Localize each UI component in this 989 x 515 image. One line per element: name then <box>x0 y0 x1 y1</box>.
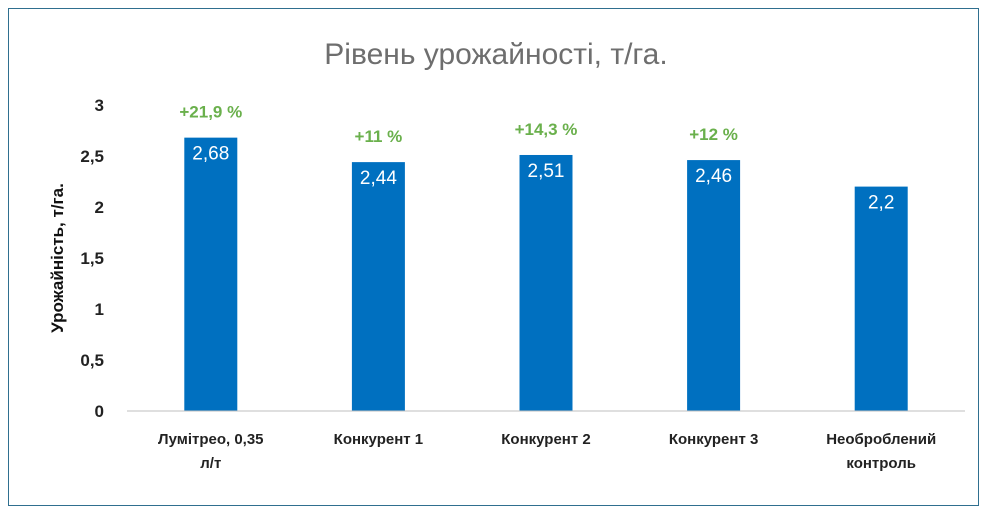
y-tick-label: 1 <box>95 300 104 319</box>
bar <box>519 154 573 412</box>
bar <box>184 137 238 411</box>
bar-value-label: 2,51 <box>528 161 565 182</box>
bar-value-label: 2,68 <box>192 144 229 165</box>
x-axis-labels: Лумітрео, 0,35 л/т Конкурент 1 Конкурент 2 К… <box>158 431 936 472</box>
bar-annotation: +21,9 % <box>179 103 242 122</box>
bar-annotation: +12 % <box>689 125 738 144</box>
x-category-label: Конкурент 1 <box>334 431 423 448</box>
y-tick-label: 0,5 <box>80 351 104 370</box>
bar-annotation: +11 % <box>355 127 403 146</box>
chart-frame <box>8 8 979 506</box>
x-category-label: контроль <box>846 455 916 472</box>
y-tick-label: 2,5 <box>80 147 104 166</box>
y-axis-ticks: 0 0,5 1 1,5 2 2,5 3 <box>80 96 104 421</box>
y-axis-label: Урожайність, т/га. <box>48 183 67 333</box>
x-category-label: Необроблений <box>826 431 936 448</box>
y-tick-label: 0 <box>95 402 104 421</box>
x-category-label: л/т <box>200 455 221 472</box>
bar <box>351 162 405 411</box>
bar <box>854 186 908 411</box>
y-tick-label: 3 <box>95 96 104 115</box>
bar-value-label: 2,44 <box>360 168 397 189</box>
y-tick-label: 1,5 <box>80 249 104 268</box>
y-tick-label: 2 <box>95 198 104 217</box>
bars: 2,68 +21,9 % 2,44 +11 % 2,51 +14,3 % 2,46 +12 %… <box>179 103 908 412</box>
bar-value-label: 2,2 <box>868 193 894 214</box>
bar-value-label: 2,46 <box>695 166 732 187</box>
x-category-label: Конкурент 3 <box>669 431 758 448</box>
x-category-label: Лумітрео, 0,35 <box>158 431 263 448</box>
chart-title: Рівень урожайності, т/га. <box>324 38 667 71</box>
x-category-label: Конкурент 2 <box>501 431 590 448</box>
bar <box>687 160 741 411</box>
bar-annotation: +14,3 % <box>515 120 578 139</box>
